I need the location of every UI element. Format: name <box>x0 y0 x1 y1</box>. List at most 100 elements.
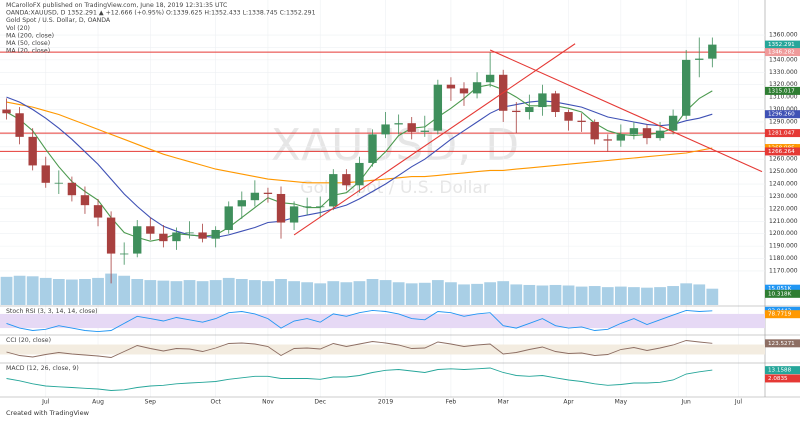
indicator-band <box>0 313 765 329</box>
axis-marker-label: 123.5271 <box>768 341 795 347</box>
axis-marker <box>765 110 800 119</box>
x-tick-label: Jun <box>680 399 691 406</box>
x-tick-label: Feb <box>446 399 457 406</box>
indicator-band <box>0 344 765 355</box>
volume-bar <box>628 287 640 305</box>
candle-body <box>276 193 286 223</box>
candle-body <box>54 182 63 184</box>
candle-body <box>446 84 456 89</box>
volume-bar <box>26 276 39 305</box>
volume-bar <box>0 276 13 305</box>
candle-body <box>224 206 233 230</box>
axis-marker <box>765 374 800 383</box>
axis-marker-label: 78.7719 <box>768 312 792 318</box>
plot: 1170.000 1180.000 1190.000 1200.000 1210.000… <box>0 0 800 406</box>
indicator-name: CCI (20, close) <box>6 337 51 344</box>
trendline <box>489 49 763 173</box>
y-tick-label: 1240.000 <box>769 181 798 188</box>
volume-bar <box>536 285 549 305</box>
candle-body <box>381 124 390 135</box>
candle-body <box>211 229 220 239</box>
candle-body <box>590 121 599 140</box>
y-tick-label: 1210.000 <box>769 218 798 225</box>
volume-bar <box>157 280 170 305</box>
y-tick-label: 1170.000 <box>769 267 798 274</box>
indicator-line <box>6 309 713 333</box>
volume-bar <box>209 280 222 305</box>
volume-bar <box>601 287 614 305</box>
volume-bar <box>131 279 144 305</box>
volume-bar <box>575 286 588 305</box>
volume-bar <box>79 279 91 305</box>
y-tick-label: 1340.000 <box>769 56 798 63</box>
volume-bar <box>379 280 392 305</box>
candle-body <box>394 123 403 125</box>
axis-marker <box>765 310 800 319</box>
y-tick-label: 1310.000 <box>769 94 798 101</box>
candle-body <box>564 112 573 121</box>
trendline <box>293 43 576 236</box>
volume-bar <box>353 281 366 305</box>
indicator-name: MACD (12, 26, close, 9) <box>6 365 79 372</box>
candle-body <box>551 93 560 113</box>
volume-bar <box>301 282 314 305</box>
y-tick-label: 1200.000 <box>769 230 798 237</box>
volume-bar <box>693 284 706 305</box>
volume-bar <box>222 277 235 305</box>
candle-body <box>172 232 181 242</box>
candle-body <box>28 136 37 166</box>
volume-bar <box>562 285 575 305</box>
x-tick-label: May <box>615 399 628 406</box>
x-tick-label: Jul <box>41 399 50 406</box>
volume-bar <box>66 279 78 305</box>
indicator-line <box>6 367 713 391</box>
volume-bar <box>366 279 379 305</box>
header-line: Vol (20) <box>6 25 30 32</box>
candle-body <box>538 93 547 108</box>
moving-average <box>6 96 713 238</box>
volume-bar <box>418 282 431 305</box>
volume-bar <box>327 281 340 305</box>
candle-body <box>603 139 612 141</box>
volume-bar <box>288 281 300 305</box>
candle-body <box>237 200 246 207</box>
legend-entry: MA (20, close) <box>6 48 50 55</box>
y-tick-label: 1300.000 <box>769 106 798 113</box>
price-axis <box>765 0 800 397</box>
volume-bar <box>510 284 523 305</box>
axis-marker-label: 15.051K <box>768 286 792 292</box>
x-tick-label: Mar <box>498 399 510 406</box>
x-tick-label: Dec <box>314 399 326 406</box>
candle-body <box>342 174 351 186</box>
y-tick-label: 1180.000 <box>769 255 798 262</box>
candle-body <box>41 165 50 183</box>
y-tick-label: 1230.000 <box>769 193 798 200</box>
volume-bar <box>118 275 131 305</box>
y-tick-label: 1190.000 <box>769 243 798 250</box>
volume-bar <box>340 282 353 305</box>
y-tick-label: 1250.000 <box>769 168 798 175</box>
volume-bar <box>248 280 261 305</box>
watermark: XAUUSD, D <box>271 120 519 171</box>
candle-body <box>708 44 717 59</box>
volume-bar <box>13 275 26 305</box>
volume-bar <box>105 273 117 305</box>
axis-marker-label: 1281.047 <box>768 131 795 137</box>
candle-body <box>67 182 77 196</box>
candle-body <box>577 120 586 122</box>
axis-marker <box>765 147 800 156</box>
volume-bar <box>549 284 562 305</box>
candle-body <box>185 232 194 234</box>
x-tick-label: Apr <box>563 399 574 406</box>
axis-marker-label: 1296.260 <box>768 112 795 118</box>
volume-bar <box>170 281 183 305</box>
candle-body <box>2 109 11 114</box>
volume-bar <box>144 280 157 305</box>
axis-marker-label: 2.0835 <box>768 376 788 382</box>
axis-marker-label: 1315.017 <box>768 88 795 94</box>
axis-marker <box>765 40 800 49</box>
header-line: OANDA:XAUUSD, D 1352.291 ▲ +12.666 (+0.9… <box>6 10 316 17</box>
volume-bar <box>654 287 666 305</box>
header-line: MCarolloFX published on TradingView.com,… <box>6 2 227 9</box>
